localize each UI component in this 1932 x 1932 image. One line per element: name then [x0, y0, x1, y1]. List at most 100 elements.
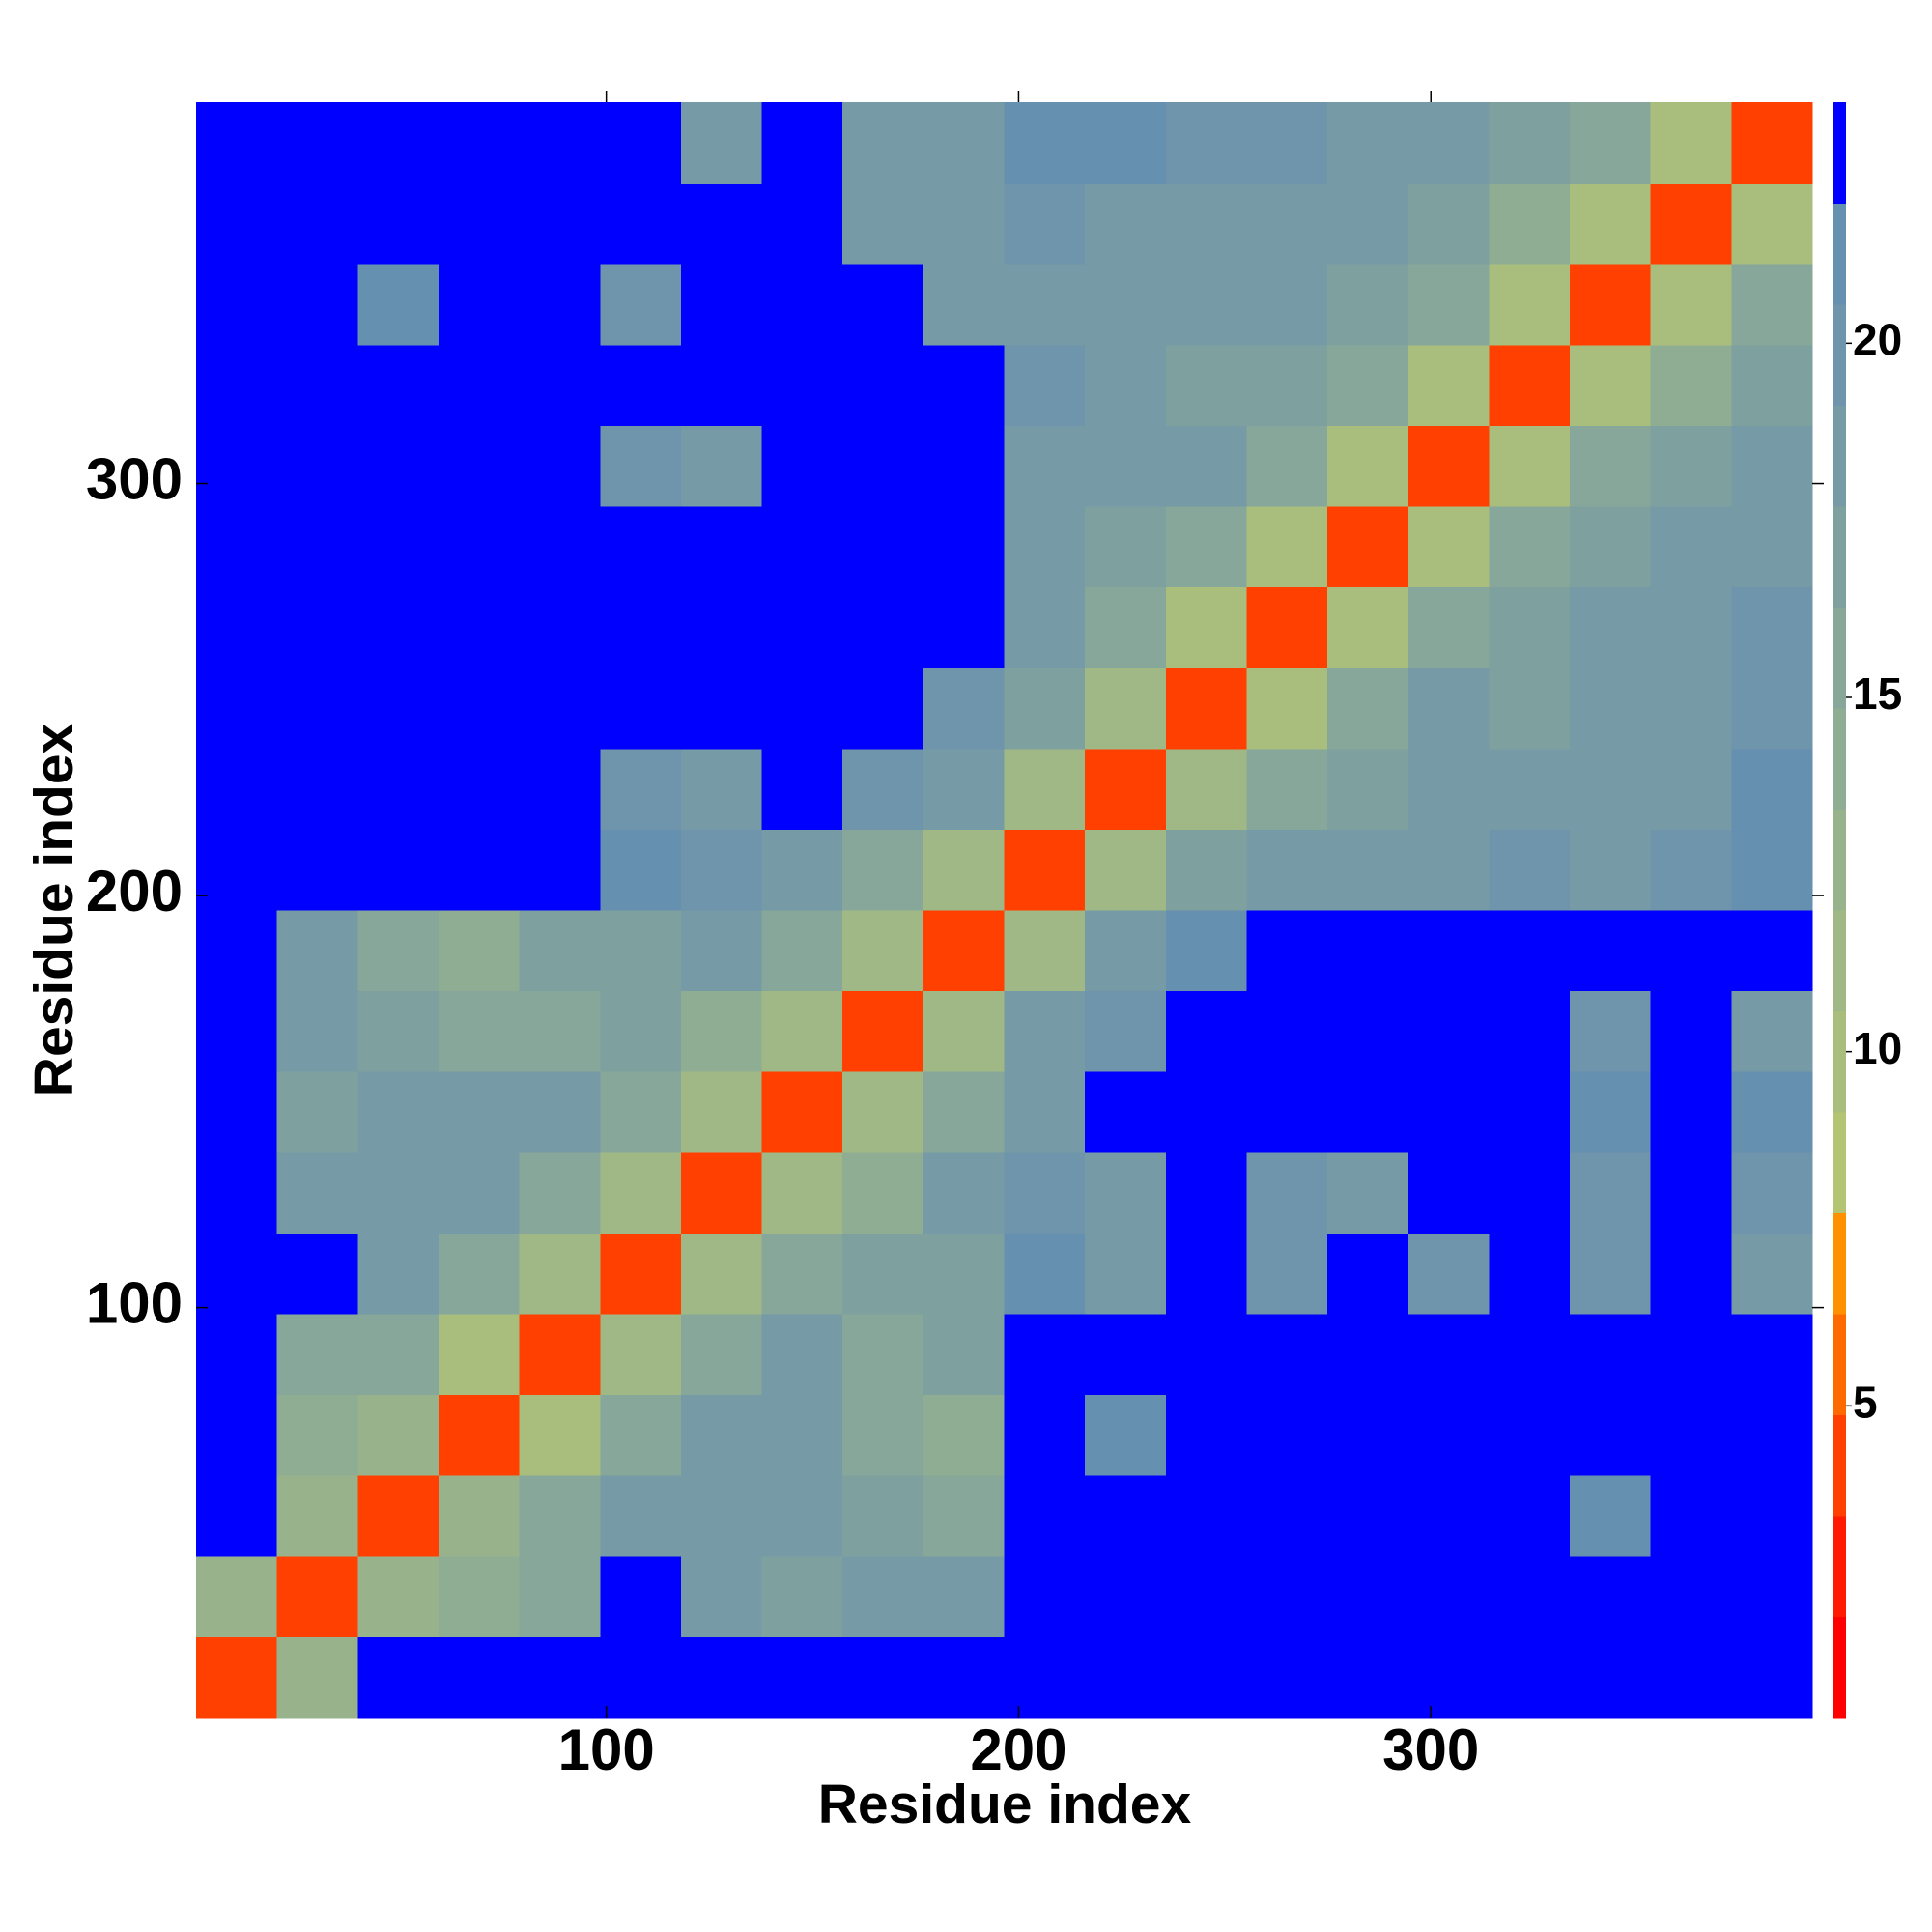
heatmap-cell	[761, 344, 843, 426]
heatmap-cell	[1731, 910, 1813, 992]
heatmap-cell	[276, 183, 358, 265]
colorbar-segment	[1833, 809, 1846, 911]
heatmap-cell	[680, 910, 763, 992]
heatmap-cell	[1489, 1151, 1571, 1234]
heatmap-cell	[1407, 910, 1490, 992]
heatmap-cell	[1570, 1475, 1652, 1557]
heatmap-cell	[519, 1555, 601, 1637]
heatmap-cell	[842, 102, 924, 185]
heatmap-cell	[1246, 1636, 1328, 1719]
colorbar-segment	[1833, 1010, 1846, 1113]
heatmap-cell	[196, 1314, 278, 1396]
heatmap-cell	[1165, 183, 1247, 265]
heatmap-cell	[1004, 1233, 1086, 1315]
heatmap-cell	[438, 1636, 521, 1719]
heatmap-cell	[1570, 506, 1652, 588]
heatmap-cell	[357, 1636, 440, 1719]
heatmap-cell	[680, 264, 763, 346]
heatmap-cell	[1407, 748, 1490, 830]
heatmap-cell	[1085, 344, 1167, 426]
colorbar-tick-label: 10	[1853, 1023, 1902, 1073]
heatmap-cell	[923, 910, 1005, 992]
heatmap-cell	[1731, 748, 1813, 830]
heatmap-cell	[680, 748, 763, 830]
heatmap-cell	[600, 1071, 682, 1153]
x-tick-label: 200	[970, 1718, 1066, 1782]
heatmap-cell	[1004, 586, 1086, 668]
heatmap-cell	[1085, 264, 1167, 346]
heatmap	[196, 102, 1813, 1719]
heatmap-cell	[1327, 1636, 1409, 1719]
x-tick-label: 300	[1382, 1718, 1479, 1782]
heatmap-cell	[1165, 829, 1247, 911]
heatmap-cell	[1731, 1555, 1813, 1637]
heatmap-cell	[923, 102, 1005, 185]
colorbar: 5 10 15 20	[1833, 102, 1902, 1719]
heatmap-cell	[438, 183, 521, 265]
heatmap-cell	[600, 586, 682, 668]
heatmap-cell	[1327, 668, 1409, 750]
heatmap-cell	[519, 1071, 601, 1153]
heatmap-cell	[357, 183, 440, 265]
heatmap-cell	[761, 102, 843, 185]
heatmap-cell	[1489, 1475, 1571, 1557]
heatmap-cell	[1246, 829, 1328, 911]
heatmap-cell	[276, 1314, 358, 1396]
heatmap-cell	[1731, 1233, 1813, 1315]
heatmap-cell	[1570, 1233, 1652, 1315]
heatmap-cell	[600, 344, 682, 426]
heatmap-cell	[196, 506, 278, 588]
heatmap-cell	[357, 344, 440, 426]
heatmap-cell	[600, 1233, 682, 1315]
heatmap-cell	[842, 264, 924, 346]
heatmap-cell	[1731, 1394, 1813, 1476]
heatmap-cell	[276, 1555, 358, 1637]
heatmap-cell	[438, 344, 521, 426]
heatmap-cell	[276, 748, 358, 830]
heatmap-cell	[276, 1151, 358, 1234]
heatmap-cell	[1085, 748, 1167, 830]
heatmap-cell	[680, 668, 763, 750]
heatmap-cell	[1004, 1394, 1086, 1476]
heatmap-cell	[438, 1071, 521, 1153]
heatmap-cell	[1407, 990, 1490, 1072]
heatmap-cell	[196, 425, 278, 507]
heatmap-cell	[1246, 910, 1328, 992]
heatmap-cell	[600, 1636, 682, 1719]
heatmap-cell	[923, 990, 1005, 1072]
heatmap-cell	[519, 668, 601, 750]
heatmap-cell	[600, 910, 682, 992]
heatmap-cell	[1650, 264, 1732, 346]
heatmap-cell	[1246, 102, 1328, 185]
heatmap-cell	[1327, 102, 1409, 185]
heatmap-cell	[600, 668, 682, 750]
heatmap-cell	[1570, 1071, 1652, 1153]
heatmap-cell	[1570, 183, 1652, 265]
heatmap-cell	[1650, 586, 1732, 668]
heatmap-cell	[680, 102, 763, 185]
heatmap-cell	[842, 506, 924, 588]
heatmap-cell	[600, 829, 682, 911]
heatmap-cell	[680, 1394, 763, 1476]
heatmap-cell	[1489, 910, 1571, 992]
heatmap-cell	[1407, 1555, 1490, 1637]
heatmap-cell	[196, 344, 278, 426]
heatmap-cell	[680, 1636, 763, 1719]
heatmap-cell	[1489, 586, 1571, 668]
heatmap-cell	[1246, 344, 1328, 426]
heatmap-cell	[923, 1636, 1005, 1719]
heatmap-cell	[357, 264, 440, 346]
heatmap-cell	[438, 506, 521, 588]
colorbar-segment	[1833, 102, 1846, 204]
heatmap-cell	[842, 1151, 924, 1234]
colorbar-tick-label: 20	[1853, 314, 1902, 364]
heatmap-cell	[1650, 1636, 1732, 1719]
colorbar-segment	[1833, 607, 1846, 709]
heatmap-cell	[357, 102, 440, 185]
heatmap-cell	[1004, 829, 1086, 911]
heatmap-cell	[1489, 829, 1571, 911]
heatmap-cell	[357, 1475, 440, 1557]
heatmap-cell	[1570, 1151, 1652, 1234]
heatmap-cell	[761, 1636, 843, 1719]
heatmap-cell	[1165, 1233, 1247, 1315]
